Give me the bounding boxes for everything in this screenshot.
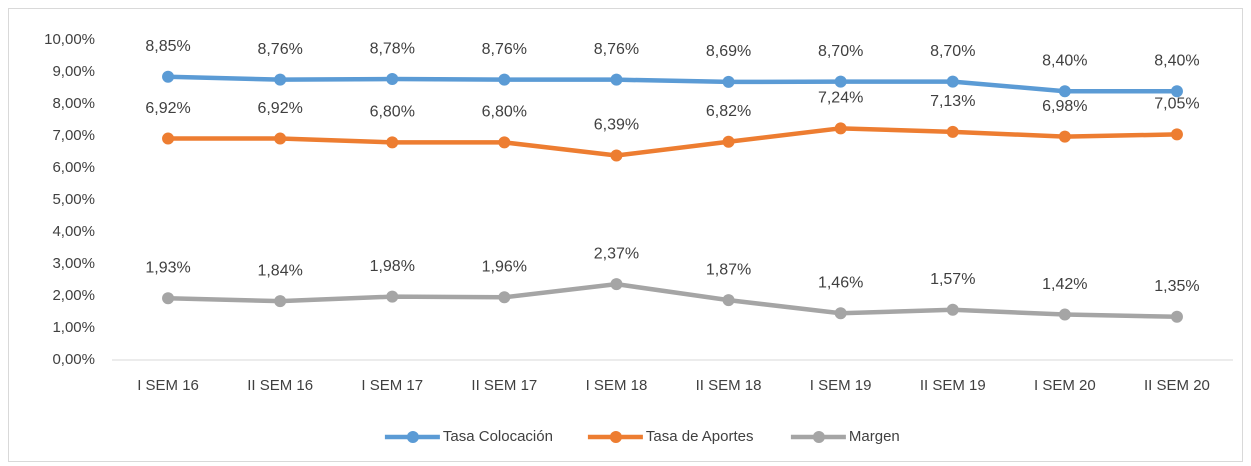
- y-tick-label: 10,00%: [44, 31, 95, 48]
- point: [1170, 85, 1183, 98]
- data-label: 6,80%: [370, 104, 415, 121]
- point: [162, 70, 175, 83]
- chart-border: [8, 8, 1243, 462]
- point: [386, 136, 399, 149]
- data-label: 8,70%: [930, 43, 975, 60]
- y-tick-label: 3,00%: [52, 255, 95, 272]
- legend-label: Margen: [849, 428, 900, 445]
- point: [1058, 130, 1071, 143]
- data-label: 6,98%: [1042, 98, 1087, 115]
- data-label: 8,69%: [706, 43, 751, 60]
- y-tick-label: 6,00%: [52, 159, 95, 176]
- y-tick-label: 4,00%: [52, 223, 95, 240]
- data-label: 8,76%: [482, 41, 527, 58]
- legend-marker: [812, 431, 825, 443]
- point: [834, 122, 847, 135]
- point: [946, 125, 959, 138]
- legend-marker: [406, 431, 419, 443]
- y-tick-label: 8,00%: [52, 95, 95, 112]
- x-tick-label: II SEM 20: [1144, 377, 1210, 394]
- point: [274, 295, 287, 308]
- data-label: 1,42%: [1042, 276, 1087, 293]
- y-tick-label: 1,00%: [52, 319, 95, 336]
- data-label: 6,39%: [594, 117, 639, 134]
- data-label: 7,24%: [818, 90, 863, 107]
- point: [1058, 308, 1071, 321]
- point: [946, 75, 959, 88]
- point: [274, 132, 287, 145]
- series-line: [168, 126, 1177, 158]
- point: [946, 303, 959, 316]
- point: [834, 75, 847, 88]
- y-tick-label: 9,00%: [52, 63, 95, 80]
- y-tick-label: 5,00%: [52, 191, 95, 208]
- y-tick-label: 0,00%: [52, 351, 95, 368]
- data-label: 8,76%: [594, 41, 639, 58]
- data-label: 6,80%: [482, 104, 527, 121]
- x-tick-label: I SEM 18: [586, 377, 648, 394]
- point: [1170, 310, 1183, 323]
- x-tick-label: I SEM 20: [1034, 377, 1096, 394]
- data-label: 6,82%: [706, 103, 751, 120]
- legend-label: Tasa Colocación: [443, 428, 553, 445]
- data-label: 1,87%: [706, 261, 751, 278]
- x-tick-label: I SEM 19: [810, 377, 872, 394]
- point: [1170, 128, 1183, 141]
- data-label: 1,93%: [145, 259, 190, 276]
- point: [274, 73, 287, 86]
- data-label: 8,78%: [370, 40, 415, 57]
- point: [610, 149, 623, 162]
- data-label: 7,05%: [1154, 96, 1199, 113]
- data-label: 2,37%: [594, 245, 639, 262]
- x-tick-label: I SEM 16: [137, 377, 199, 394]
- x-tick-label: II SEM 19: [920, 377, 986, 394]
- point: [498, 291, 511, 304]
- point: [722, 294, 735, 307]
- point: [386, 290, 399, 303]
- point: [610, 278, 623, 291]
- point: [1058, 85, 1071, 98]
- data-label: 8,85%: [145, 38, 190, 55]
- data-label: 8,76%: [257, 41, 302, 58]
- x-tick-label: II SEM 17: [471, 377, 537, 394]
- legend-label: Tasa de Aportes: [646, 428, 754, 445]
- data-label: 6,92%: [145, 100, 190, 117]
- data-label: 1,84%: [257, 262, 302, 279]
- point: [498, 73, 511, 86]
- point: [162, 292, 175, 305]
- x-tick-label: II SEM 18: [696, 377, 762, 394]
- series-line: [167, 281, 1177, 320]
- y-tick-label: 7,00%: [52, 127, 95, 144]
- data-label: 8,70%: [818, 43, 863, 60]
- point: [610, 73, 623, 86]
- data-label: 6,92%: [257, 100, 302, 117]
- data-label: 1,98%: [370, 258, 415, 275]
- y-tick-label: 2,00%: [52, 287, 95, 304]
- data-label: 7,13%: [930, 93, 975, 110]
- x-tick-label: II SEM 16: [247, 377, 313, 394]
- data-label: 1,35%: [1154, 278, 1199, 295]
- point: [722, 75, 735, 88]
- point: [834, 307, 847, 320]
- legend-marker: [609, 431, 622, 443]
- series-line: [167, 74, 1177, 94]
- point: [162, 132, 175, 145]
- point: [498, 136, 511, 149]
- data-label: 1,46%: [818, 274, 863, 291]
- point: [386, 73, 399, 86]
- data-label: 8,40%: [1154, 52, 1199, 69]
- x-tick-label: I SEM 17: [361, 377, 423, 394]
- data-label: 1,57%: [930, 271, 975, 288]
- data-label: 1,96%: [482, 258, 527, 275]
- data-label: 8,40%: [1042, 52, 1087, 69]
- point: [722, 135, 735, 148]
